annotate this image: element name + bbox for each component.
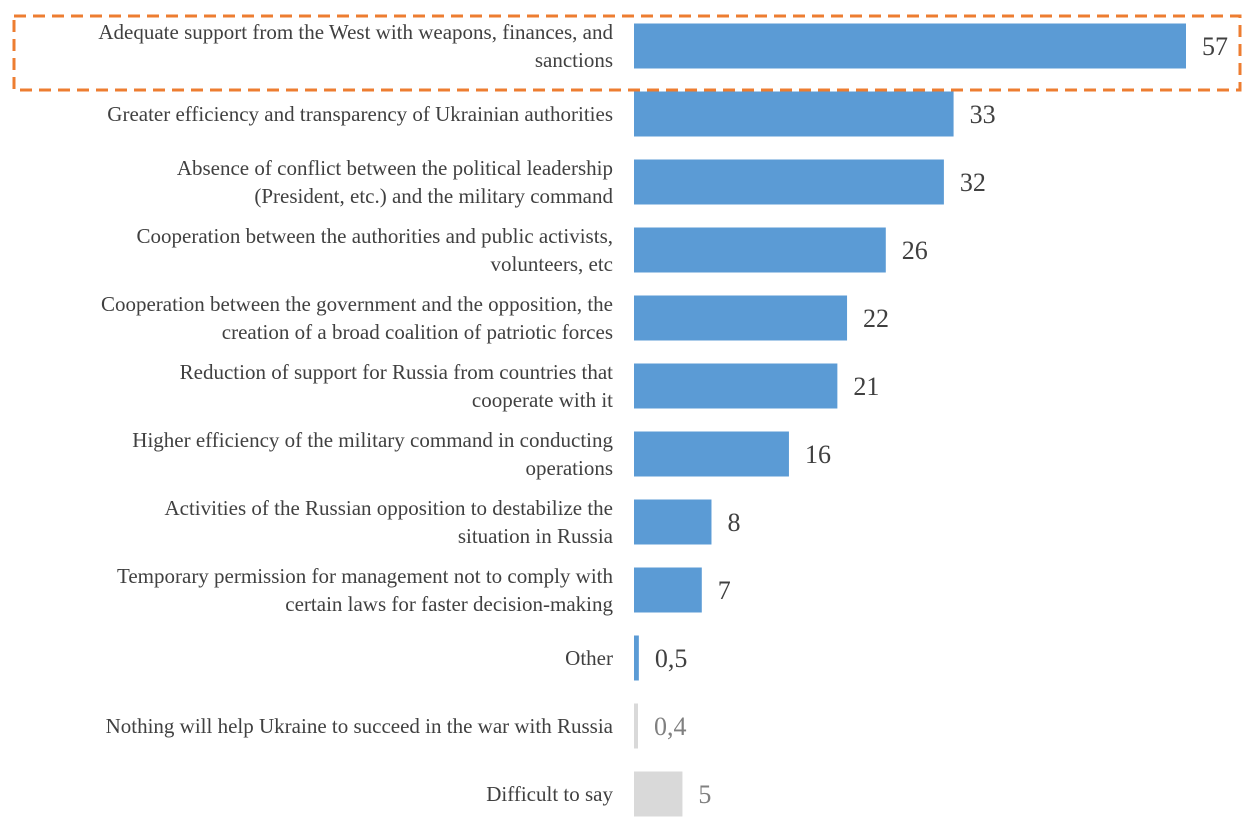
category-label-11-line-0: Difficult to say [486,782,613,806]
category-label-5-line-1: cooperate with it [472,388,613,412]
category-label-6: Higher efficiency of the military comman… [132,428,613,480]
category-label-3: Cooperation between the authorities and … [137,224,613,276]
value-label-3: 26 [902,236,928,265]
category-label-9: Other [565,646,613,670]
highlight-group [12,14,1242,92]
bar-4 [634,295,848,341]
bar-3 [634,227,886,273]
value-label-0: 57 [1202,32,1228,61]
value-label-4: 22 [863,304,889,333]
category-label-7-line-1: situation in Russia [458,524,614,548]
highlight-box [12,14,1242,92]
category-label-10: Nothing will help Ukraine to succeed in … [106,714,614,738]
category-label-6-line-1: operations [526,456,613,480]
category-label-5-line-0: Reduction of support for Russia from cou… [180,360,614,384]
bar-2 [634,159,944,205]
category-label-4-line-0: Cooperation between the government and t… [101,292,613,316]
category-label-2: Absence of conflict between the politica… [177,156,614,208]
bar-5 [634,363,838,409]
value-label-10: 0,4 [654,712,687,741]
category-label-2-line-1: (President, etc.) and the military comma… [254,184,613,208]
category-label-11: Difficult to say [486,782,613,806]
bar-11 [634,771,683,817]
value-label-5: 21 [853,372,879,401]
value-label-8: 7 [718,576,731,605]
bars-group [634,23,1186,817]
bar-8 [634,567,702,613]
value-label-9: 0,5 [655,644,688,673]
category-label-9-line-0: Other [565,646,613,670]
category-label-6-line-0: Higher efficiency of the military comman… [132,428,613,452]
category-labels-group: Adequate support from the West with weap… [98,20,613,806]
category-label-4-line-1: creation of a broad coalition of patriot… [222,320,613,344]
category-label-2-line-0: Absence of conflict between the politica… [177,156,613,180]
category-label-8-line-1: certain laws for faster decision-making [285,592,613,616]
bar-0 [634,23,1186,69]
category-label-3-line-0: Cooperation between the authorities and … [137,224,613,248]
bar-9 [634,635,639,681]
category-label-8-line-0: Temporary permission for management not … [117,564,614,588]
value-label-11: 5 [698,780,711,809]
category-label-5: Reduction of support for Russia from cou… [180,360,614,412]
category-label-7-line-0: Activities of the Russian opposition to … [164,496,613,520]
category-label-1-line-0: Greater efficiency and transparency of U… [107,102,613,126]
value-label-2: 32 [960,168,986,197]
value-label-6: 16 [805,440,831,469]
category-label-3-line-1: volunteers, etc [491,252,613,276]
category-label-0-line-1: sanctions [535,48,613,72]
category-label-0-line-0: Adequate support from the West with weap… [98,20,613,44]
bar-1 [634,91,954,137]
value-label-7: 8 [727,508,740,537]
value-labels-group: 57 33 32 26 22 21 16 8 7 0,5 0,4 5 [654,32,1228,809]
value-label-1: 33 [970,100,996,129]
category-label-10-line-0: Nothing will help Ukraine to succeed in … [106,714,614,738]
bar-10 [634,703,638,749]
category-label-8: Temporary permission for management not … [117,564,614,616]
bar-6 [634,431,789,477]
category-label-0: Adequate support from the West with weap… [98,20,613,72]
category-label-1: Greater efficiency and transparency of U… [107,102,613,126]
bar-7 [634,499,712,545]
category-label-7: Activities of the Russian opposition to … [164,496,613,548]
category-label-4: Cooperation between the government and t… [101,292,613,344]
